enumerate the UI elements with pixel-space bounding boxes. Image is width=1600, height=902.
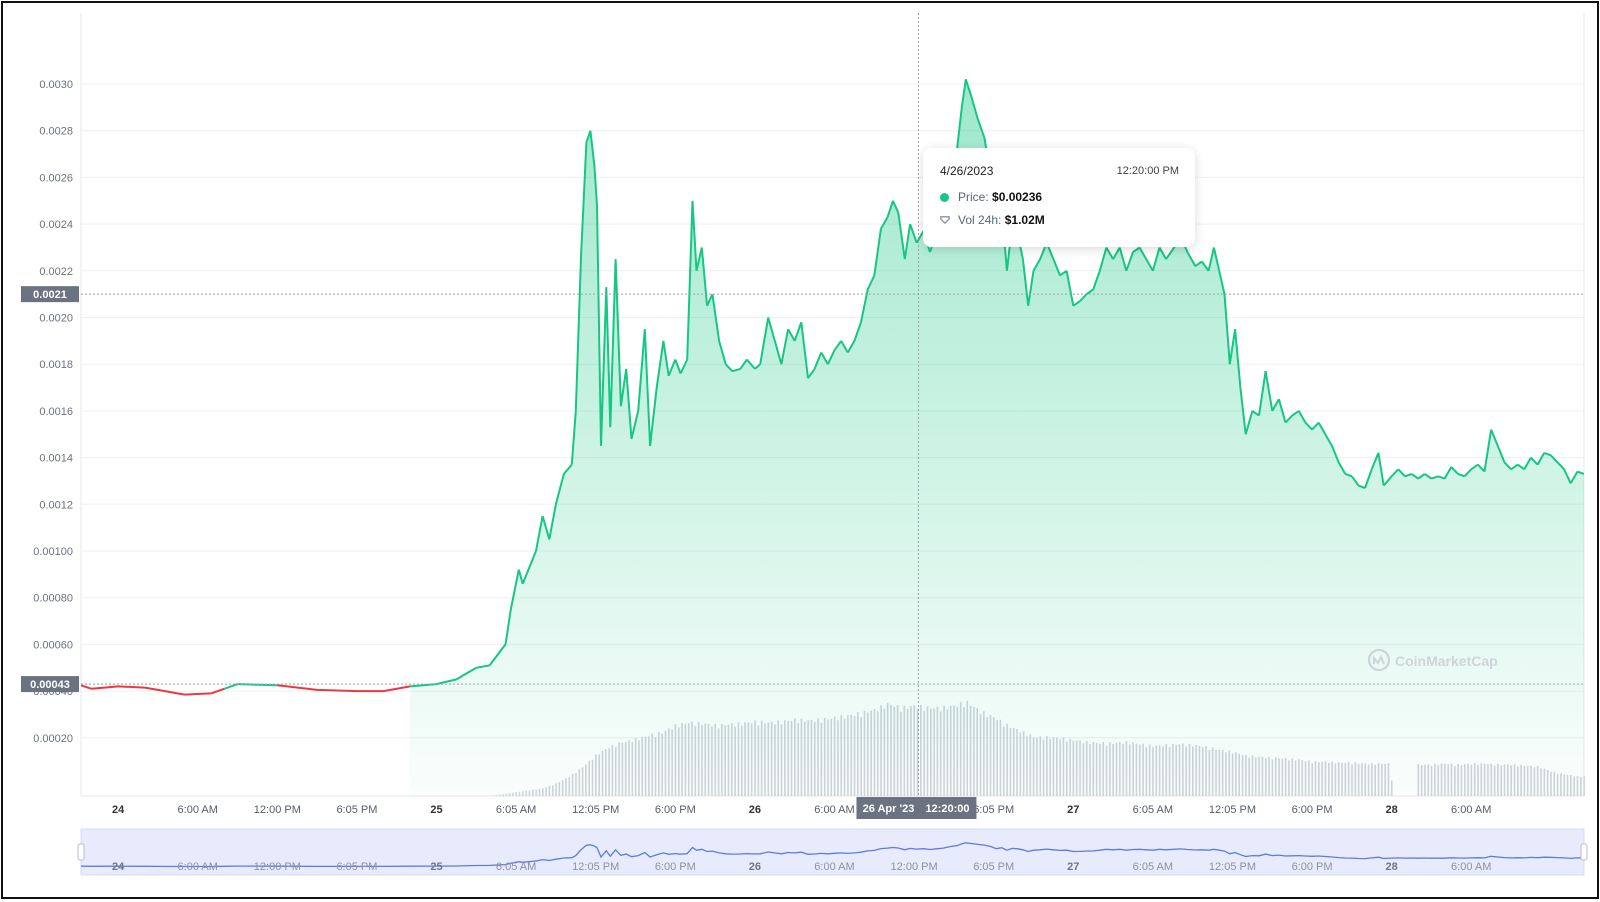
tooltip-price-value: $0.00236: [992, 190, 1042, 204]
crosshair-x-time: 12:20:00: [925, 803, 969, 815]
x-tick-label: 6:05 PM: [973, 804, 1014, 816]
price-line-down: [81, 685, 410, 694]
time-navigator[interactable]: 24 6:00 AM 12:00 PM 6:05 PM 25 6:05 AM 12:05 P…: [78, 829, 1587, 875]
x-tick-label: 24: [112, 804, 125, 816]
navigator-tick-label: 6:05 PM: [973, 861, 1014, 873]
baseline-label: 0.00043: [30, 679, 70, 691]
navigator-tick-label: 12:05 PM: [1209, 861, 1256, 873]
volume-shield-icon: [940, 216, 950, 224]
y-tick-label: 0.0016: [39, 406, 73, 418]
x-tick-label: 6:00 AM: [178, 804, 218, 816]
navigator-right-handle[interactable]: [1581, 844, 1587, 860]
price-chart[interactable]: 0.0030 0.0028 0.0026 0.0024 0.0022 0.0020 0.00…: [3, 3, 1597, 897]
y-tick-label: 0.0028: [39, 126, 73, 138]
navigator-tick-label: 25: [430, 861, 442, 873]
x-tick-label: 12:00 PM: [254, 804, 301, 816]
watermark-text: CoinMarketCap: [1395, 653, 1498, 669]
crosshair-x-date: 26 Apr '23: [863, 803, 915, 815]
tooltip-price-row: Price: $0.00236: [940, 190, 1042, 204]
navigator-tick-label: 6:00 AM: [1451, 861, 1491, 873]
x-tick-label: 12:05 PM: [1209, 804, 1256, 816]
navigator-tick-label: 12:05 PM: [572, 861, 619, 873]
tooltip-volume-value: $1.02M: [1005, 213, 1045, 227]
x-tick-label: 6:00 PM: [1292, 804, 1333, 816]
navigator-tick-label: 26: [749, 861, 761, 873]
x-axis-labels: 24 6:00 AM 12:00 PM 6:05 PM 25 6:05 AM 12:05 P…: [112, 804, 1491, 816]
x-tick-label: 6:00 PM: [655, 804, 696, 816]
y-tick-label: 0.00020: [33, 733, 73, 745]
y-tick-label: 0.0024: [39, 219, 73, 231]
navigator-tick-label: 28: [1386, 861, 1398, 873]
x-tick-label: 26: [749, 804, 761, 816]
navigator-tick-label: 6:05 AM: [496, 861, 536, 873]
x-tick-label: 6:00 AM: [1451, 804, 1491, 816]
price-tooltip: 4/26/2023 12:20:00 PM Price: $0.00236 Vo…: [923, 148, 1195, 247]
y-tick-label: 0.0026: [39, 172, 73, 184]
x-tick-label: 6:00 AM: [814, 804, 854, 816]
navigator-tick-label: 24: [112, 861, 125, 873]
x-tick-label: 28: [1386, 804, 1398, 816]
navigator-tick-label: 27: [1067, 861, 1079, 873]
x-tick-label: 25: [430, 804, 442, 816]
navigator-left-handle[interactable]: [78, 844, 84, 860]
navigator-tick-label: 6:05 PM: [336, 861, 377, 873]
navigator-tick-label: 6:00 AM: [814, 861, 854, 873]
tooltip-date: 4/26/2023: [940, 164, 993, 178]
navigator-tick-label: 12:00 PM: [254, 861, 301, 873]
navigator-tick-label: 6:05 AM: [1133, 861, 1173, 873]
tooltip-time: 12:20:00 PM: [1117, 165, 1179, 177]
tooltip-price-label: Price:: [958, 190, 989, 204]
navigator-tick-label: 12:00 PM: [891, 861, 938, 873]
tooltip-volume-row: Vol 24h: $1.02M: [940, 213, 1045, 227]
price-dot-icon: [940, 193, 949, 202]
y-tick-label: 0.00080: [33, 593, 73, 605]
navigator-tick-label: 6:00 PM: [1292, 861, 1333, 873]
y-tick-label: 0.0012: [39, 499, 73, 511]
crosshair-y-label: 0.0021: [33, 289, 67, 301]
y-tick-label: 0.0018: [39, 359, 73, 371]
y-tick-label: 0.0022: [39, 266, 73, 278]
y-tick-label: 0.0014: [39, 453, 73, 465]
x-tick-label: 12:05 PM: [572, 804, 619, 816]
x-tick-label: 6:05 PM: [336, 804, 377, 816]
x-tick-label: 27: [1067, 804, 1079, 816]
x-tick-label: 6:05 AM: [1133, 804, 1173, 816]
navigator-tick-label: 6:00 PM: [655, 861, 696, 873]
x-tick-label: 6:05 AM: [496, 804, 536, 816]
y-tick-label: 0.0030: [39, 79, 73, 91]
y-tick-label: 0.0020: [39, 313, 73, 325]
tooltip-volume-label: Vol 24h:: [958, 213, 1001, 227]
navigator-tick-label: 6:00 AM: [178, 861, 218, 873]
y-tick-label: 0.00060: [33, 639, 73, 651]
y-axis-labels: 0.0030 0.0028 0.0026 0.0024 0.0022 0.0020 0.00…: [33, 79, 73, 745]
y-tick-label: 0.00100: [33, 546, 73, 558]
